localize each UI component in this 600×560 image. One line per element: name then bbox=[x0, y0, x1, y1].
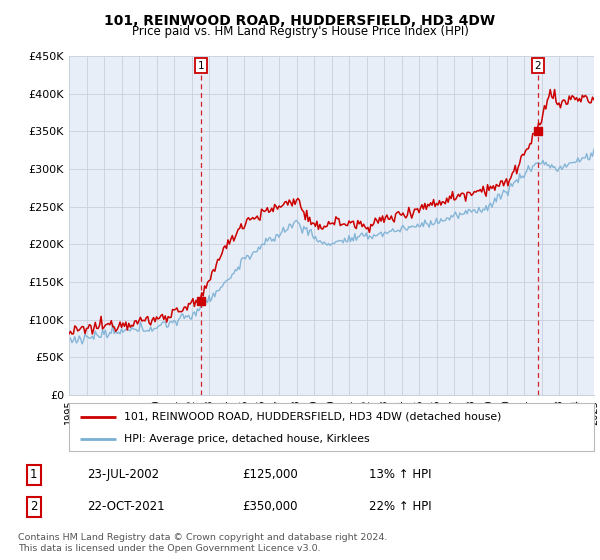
Text: Contains HM Land Registry data © Crown copyright and database right 2024.
This d: Contains HM Land Registry data © Crown c… bbox=[18, 533, 388, 553]
Text: 13% ↑ HPI: 13% ↑ HPI bbox=[369, 468, 431, 481]
Text: 1: 1 bbox=[198, 61, 205, 71]
Text: 23-JUL-2002: 23-JUL-2002 bbox=[87, 468, 159, 481]
Text: 1: 1 bbox=[30, 468, 38, 481]
Text: 2: 2 bbox=[30, 500, 38, 514]
Text: £125,000: £125,000 bbox=[242, 468, 298, 481]
Text: 101, REINWOOD ROAD, HUDDERSFIELD, HD3 4DW (detached house): 101, REINWOOD ROAD, HUDDERSFIELD, HD3 4D… bbox=[124, 412, 502, 422]
Text: HPI: Average price, detached house, Kirklees: HPI: Average price, detached house, Kirk… bbox=[124, 434, 370, 444]
Text: 2: 2 bbox=[535, 61, 541, 71]
Text: Price paid vs. HM Land Registry's House Price Index (HPI): Price paid vs. HM Land Registry's House … bbox=[131, 25, 469, 38]
Text: £350,000: £350,000 bbox=[242, 500, 298, 514]
Text: 22% ↑ HPI: 22% ↑ HPI bbox=[369, 500, 432, 514]
Text: 22-OCT-2021: 22-OCT-2021 bbox=[87, 500, 164, 514]
Text: 101, REINWOOD ROAD, HUDDERSFIELD, HD3 4DW: 101, REINWOOD ROAD, HUDDERSFIELD, HD3 4D… bbox=[104, 14, 496, 28]
